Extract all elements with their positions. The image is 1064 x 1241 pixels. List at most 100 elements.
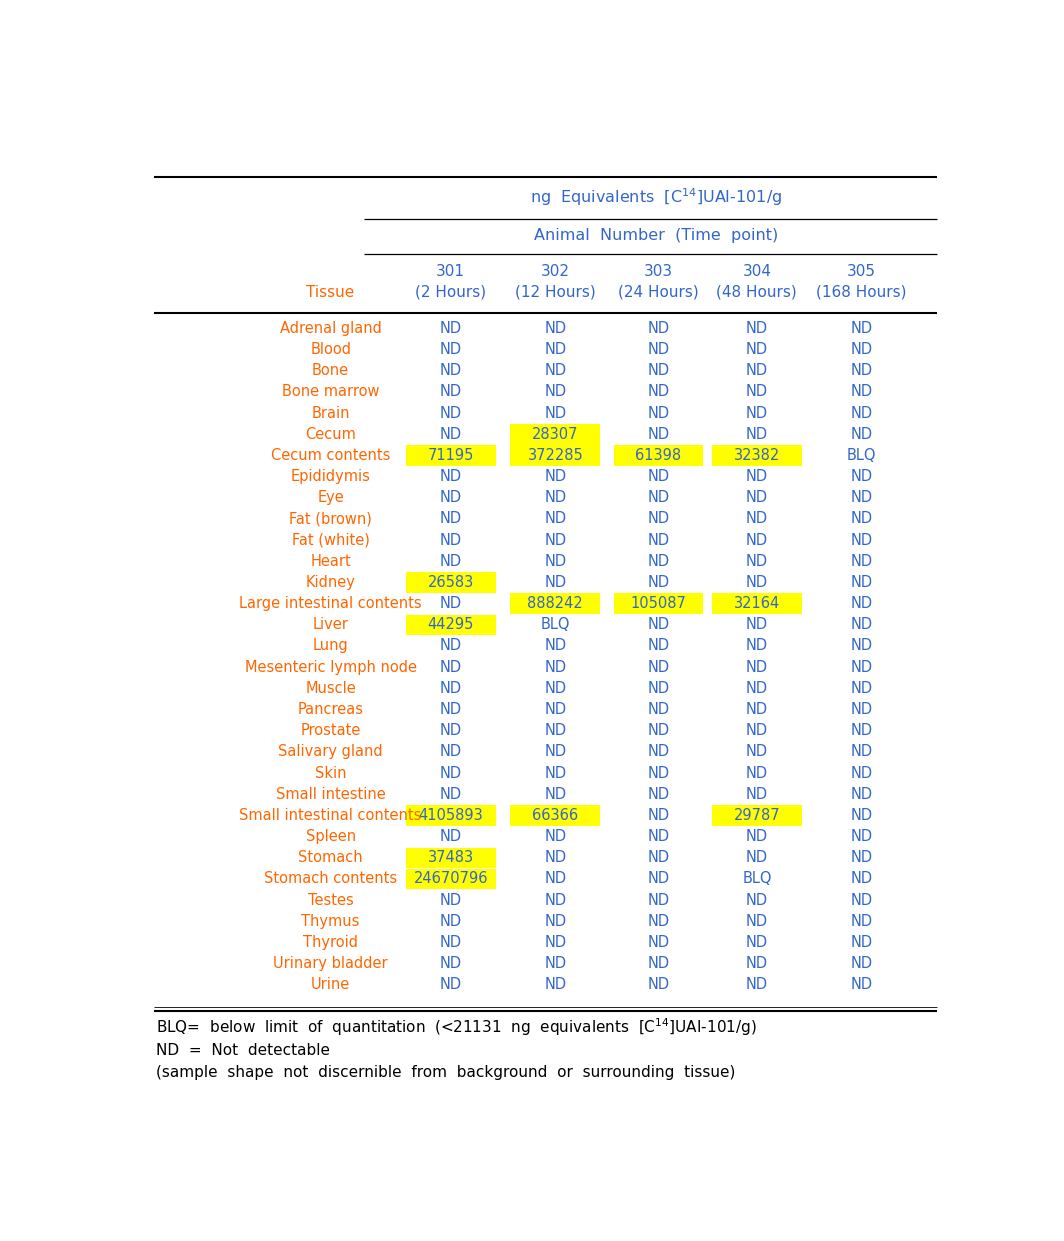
Text: Spleen: Spleen [305,829,355,844]
Text: ND: ND [545,913,566,928]
Text: ND: ND [439,787,462,802]
Text: ND: ND [746,406,768,421]
Text: ND: ND [647,660,669,675]
Text: Cecum: Cecum [305,427,356,442]
Text: ND: ND [545,321,566,336]
Text: ND: ND [746,787,768,802]
Text: ND: ND [439,745,462,759]
Bar [405,869,496,890]
Text: ND: ND [647,934,669,949]
Text: ND: ND [545,724,566,738]
Text: ND: ND [545,385,566,400]
Text: ND: ND [647,871,669,886]
Text: 32164: 32164 [734,596,780,611]
Text: Bone: Bone [312,364,349,379]
Text: ND: ND [439,553,462,568]
Text: ND: ND [850,532,872,547]
Text: ND: ND [545,745,566,759]
Text: Blood: Blood [310,343,351,357]
Text: ND: ND [439,343,462,357]
Text: ND: ND [850,638,872,654]
Text: ND: ND [647,511,669,526]
Text: ND: ND [850,385,872,400]
Text: ND: ND [439,660,462,675]
Text: Brain: Brain [312,406,350,421]
Text: Small intestine: Small intestine [276,787,385,802]
Text: ND: ND [746,702,768,717]
Text: ND: ND [647,766,669,781]
Text: ND: ND [746,850,768,865]
Text: ND: ND [746,638,768,654]
Text: ND: ND [545,575,566,589]
Text: ND: ND [850,850,872,865]
Text: (24 Hours): (24 Hours) [618,284,699,299]
Text: ND: ND [850,575,872,589]
Text: Fat (brown): Fat (brown) [289,511,372,526]
Text: ND: ND [439,490,462,505]
Text: ND: ND [647,892,669,907]
Text: 44295: 44295 [428,617,473,632]
Bar [511,805,600,827]
Text: Cecum contents: Cecum contents [271,448,390,463]
Text: ND: ND [647,787,669,802]
Text: ND: ND [545,681,566,696]
Text: ND: ND [647,321,669,336]
Text: ND: ND [545,532,566,547]
Text: ND: ND [439,321,462,336]
Text: ND: ND [439,892,462,907]
Bar [405,614,496,635]
Text: ND: ND [647,406,669,421]
Text: ND: ND [439,511,462,526]
Text: 61398: 61398 [635,448,682,463]
Text: ND: ND [647,490,669,505]
Text: 301: 301 [436,264,465,279]
Text: ND: ND [439,469,462,484]
Text: Skin: Skin [315,766,347,781]
Text: ND: ND [746,385,768,400]
Text: ND: ND [746,660,768,675]
Text: ND: ND [545,934,566,949]
Text: ND: ND [746,490,768,505]
Text: ND: ND [439,532,462,547]
Text: Heart: Heart [311,553,351,568]
Text: ND: ND [850,321,872,336]
Text: Animal  Number  (Time  point): Animal Number (Time point) [534,228,778,243]
Text: ND: ND [850,787,872,802]
Text: 66366: 66366 [532,808,579,823]
Text: Eye: Eye [317,490,344,505]
Text: ND: ND [545,977,566,993]
Text: ND: ND [545,343,566,357]
Text: ND: ND [439,638,462,654]
Bar [511,446,600,465]
Text: 37483: 37483 [428,850,473,865]
Text: Adrenal gland: Adrenal gland [280,321,382,336]
Text: ND: ND [647,850,669,865]
Text: 24670796: 24670796 [414,871,488,886]
Text: ND: ND [850,490,872,505]
Text: ND: ND [545,892,566,907]
Text: 304: 304 [743,264,771,279]
Text: Testes: Testes [307,892,353,907]
Text: Pancreas: Pancreas [298,702,364,717]
Text: 4105893: 4105893 [418,808,483,823]
Text: Small intestinal contents: Small intestinal contents [239,808,421,823]
Text: 302: 302 [541,264,570,279]
Text: 29787: 29787 [733,808,780,823]
Text: Large intestinal contents: Large intestinal contents [239,596,422,611]
Text: ND: ND [439,596,462,611]
Text: ND: ND [746,745,768,759]
Text: ND: ND [439,977,462,993]
Text: ND: ND [545,469,566,484]
Text: ND: ND [545,490,566,505]
Text: ND: ND [545,766,566,781]
Text: BLQ: BLQ [742,871,771,886]
Text: ND: ND [545,638,566,654]
Text: Mesenteric lymph node: Mesenteric lymph node [245,660,417,675]
Text: ND: ND [545,829,566,844]
Text: ND: ND [850,660,872,675]
Text: ND: ND [746,892,768,907]
Text: ND: ND [850,977,872,993]
Text: ND: ND [850,745,872,759]
Text: ND: ND [647,364,669,379]
Text: ND: ND [439,364,462,379]
